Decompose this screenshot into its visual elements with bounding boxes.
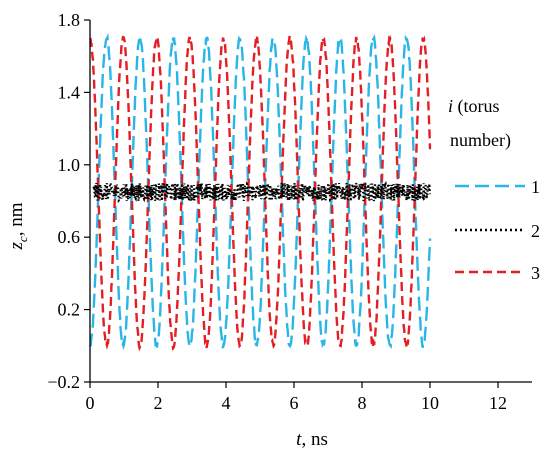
y-tick-label: 1.8 xyxy=(58,10,81,30)
x-axis-title: t, ns xyxy=(296,429,328,450)
x-tick-label: 10 xyxy=(421,393,439,413)
y-tick-label: −0.2 xyxy=(47,372,80,392)
y-axis-ticks: −0.2 0.2 0.6 1.0 1.4 1.8 xyxy=(47,10,90,392)
plot-area xyxy=(88,32,432,352)
y-tick-label: 0.6 xyxy=(58,227,81,247)
legend: i (torus number) 1 2 3 xyxy=(448,96,540,283)
y-tick-label: 1.4 xyxy=(58,82,81,102)
legend-label-series-2: 2 xyxy=(531,221,540,241)
x-axis-ticks: 0 2 4 6 8 10 12 xyxy=(86,382,507,413)
legend-label-series-3: 3 xyxy=(531,263,540,283)
y-axis-title: zc, nm xyxy=(6,202,30,250)
legend-title-line1: i (torus xyxy=(448,96,500,117)
x-tick-label: 8 xyxy=(358,393,367,413)
series-3-line xyxy=(89,32,432,352)
y-tick-label: 1.0 xyxy=(58,155,81,175)
y-tick-label: 0.2 xyxy=(58,300,81,320)
legend-label-series-1: 1 xyxy=(531,177,540,197)
x-tick-label: 4 xyxy=(222,393,231,413)
axes xyxy=(89,20,532,383)
x-tick-label: 12 xyxy=(489,393,507,413)
x-tick-label: 6 xyxy=(290,393,299,413)
x-tick-label: 0 xyxy=(86,393,95,413)
series-1-line xyxy=(88,32,432,351)
legend-title-line2: number) xyxy=(450,130,511,151)
x-tick-label: 2 xyxy=(154,393,163,413)
series-2-line xyxy=(92,179,432,205)
